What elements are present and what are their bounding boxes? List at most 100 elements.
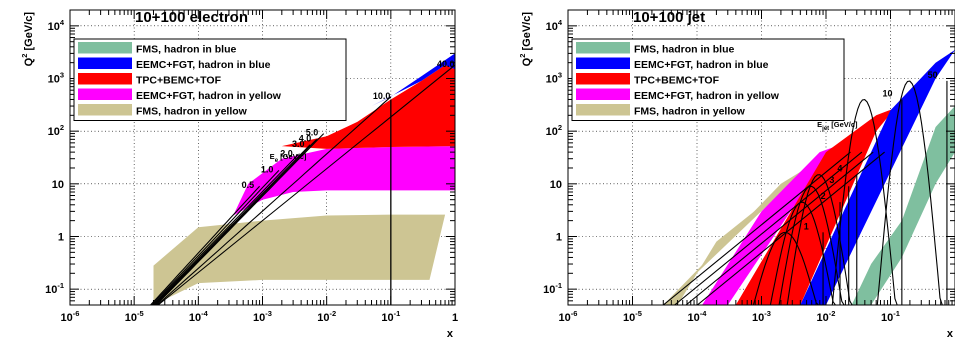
y-tick-label: 104 <box>546 18 563 33</box>
y-tick-exp: 4 <box>60 18 65 27</box>
legend-label: EEMC+FGT, hadron in blue <box>136 59 271 71</box>
diagonal-line <box>674 151 863 305</box>
y-axis-label-exp: 2 <box>518 54 527 58</box>
x-tick-exp: -5 <box>137 309 144 318</box>
x-tick-label: 10-6 <box>61 309 80 324</box>
region-tpc <box>281 65 455 149</box>
region-fms_blue <box>851 106 955 305</box>
energy-label-4.0: 4.0 <box>299 133 312 143</box>
legend-label: FMS, hadron in yellow <box>136 106 248 118</box>
energy-label-2.0: 2.0 <box>280 149 293 159</box>
region-fms_yellow <box>153 214 446 305</box>
energy-line-1.0 <box>151 170 280 305</box>
x-tick-exp: -2 <box>829 309 836 318</box>
y-axis-label-base: Q <box>521 57 533 66</box>
x-tick-label: 10-1 <box>881 309 900 324</box>
y-axis-label: Q2 [GeV/c] <box>20 12 35 67</box>
energy-line-3.0 <box>153 144 311 305</box>
x-tick-exp: -6 <box>571 309 578 318</box>
y-tick-label: 1 <box>556 231 562 243</box>
x-tick-base: 10 <box>752 312 764 324</box>
y-tick-label: 10-1 <box>45 281 64 296</box>
y-tick-base: 10 <box>546 21 558 33</box>
legend-swatch <box>576 73 630 85</box>
legend-swatch <box>78 104 132 116</box>
y-tick-base: 10 <box>45 284 57 296</box>
y-tick-label: 1 <box>58 231 64 243</box>
y-tick-label: 102 <box>48 123 64 138</box>
y-tick-label: 10 <box>550 179 562 191</box>
x-tick-label: 10-3 <box>253 309 272 324</box>
legend-swatch <box>78 57 132 69</box>
energy-line-5.0 <box>155 133 325 305</box>
energy-label-10.0: 10.0 <box>373 91 391 101</box>
y-tick-base: 10 <box>546 74 558 86</box>
region-eemc_yellow <box>233 146 455 216</box>
energy-label-1: 1 <box>804 221 809 231</box>
energy-label-50: 50 <box>928 70 938 80</box>
energy-label-4: 4 <box>837 164 842 174</box>
legend-swatch <box>576 42 630 54</box>
x-tick-exp: -4 <box>700 309 707 318</box>
legend: FMS, hadron in blue EEMC+FGT, hadron in b… <box>571 38 845 121</box>
energy-arc-50 <box>876 80 947 305</box>
x-tick-base: 10 <box>253 312 265 324</box>
y-tick-exp: -1 <box>555 281 562 290</box>
x-tick-base: 10 <box>688 312 700 324</box>
y-axis-label-exp: 2 <box>20 54 29 58</box>
y-tick-label: 102 <box>546 123 562 138</box>
energy-arc-4 <box>786 174 857 305</box>
legend-label: FMS, hadron in yellow <box>634 106 746 118</box>
legend-swatch <box>576 57 630 69</box>
y-tick-base: 10 <box>48 21 60 33</box>
energy-line-0.5 <box>150 185 261 305</box>
x-tick-exp: -2 <box>329 309 336 318</box>
x-tick-base: 10 <box>623 312 635 324</box>
y-tick-base: 10 <box>48 74 60 86</box>
energy-arc-3 <box>778 185 849 305</box>
diagonal-line <box>696 151 885 305</box>
y-tick-exp: 2 <box>60 123 64 132</box>
energy-label-3.0: 3.0 <box>292 139 305 149</box>
energy-label-2: 2 <box>821 191 826 201</box>
x-tick-label: 10-3 <box>752 309 771 324</box>
x-tick-label: 1 <box>452 312 458 324</box>
y-axis-label-unit: [GeV/c] <box>521 12 533 54</box>
x-tick-exp: -5 <box>635 309 642 318</box>
x-tick-base: 10 <box>881 312 893 324</box>
energy-axis-unit: [GeV/c] <box>278 152 307 161</box>
energy-label-3: 3 <box>829 175 834 185</box>
x-tick-base: 10 <box>189 312 201 324</box>
energy-label-0.5: 0.5 <box>242 180 255 190</box>
kinematic-labels: 0.5 1.0 2.03.04.05.0 10.0 40.0 <box>242 59 455 190</box>
region-fms_yellow <box>651 168 807 305</box>
legend-label: EEMC+FGT, hadron in yellow <box>634 90 780 102</box>
x-tick-label: 10-6 <box>559 309 578 324</box>
y-tick-label: 10 <box>52 179 64 191</box>
y-axis-label-base: Q <box>23 57 35 66</box>
x-tick-label: 10-2 <box>817 309 836 324</box>
diagonal-line <box>662 151 851 305</box>
x-axis-label: x <box>447 328 454 340</box>
energy-axis-sub: jet <box>821 126 829 132</box>
y-tick-label: 104 <box>48 18 65 33</box>
energy-arc-1 <box>752 231 823 305</box>
legend-swatch <box>78 88 132 100</box>
y-tick-exp: 4 <box>558 18 563 27</box>
x-tick-label: 10-5 <box>623 309 642 324</box>
y-tick-base: 10 <box>543 284 555 296</box>
y-tick-base: 10 <box>550 179 562 191</box>
legend-label: EEMC+FGT, hadron in blue <box>634 59 769 71</box>
y-tick-label: 103 <box>546 71 562 86</box>
energy-line-10.0 <box>156 96 392 305</box>
energy-arc-10 <box>831 99 902 305</box>
y-tick-base: 1 <box>556 231 562 243</box>
kinematic-labels: 1 234 10 50 <box>804 70 938 231</box>
y-axis-label: Q2 [GeV/c] <box>518 12 533 67</box>
x-tick-base: 10 <box>61 312 73 324</box>
energy-label-10: 10 <box>883 88 893 98</box>
y-tick-label: 103 <box>48 71 64 86</box>
y-tick-exp: 2 <box>558 123 562 132</box>
energy-line-2.0 <box>152 154 299 305</box>
